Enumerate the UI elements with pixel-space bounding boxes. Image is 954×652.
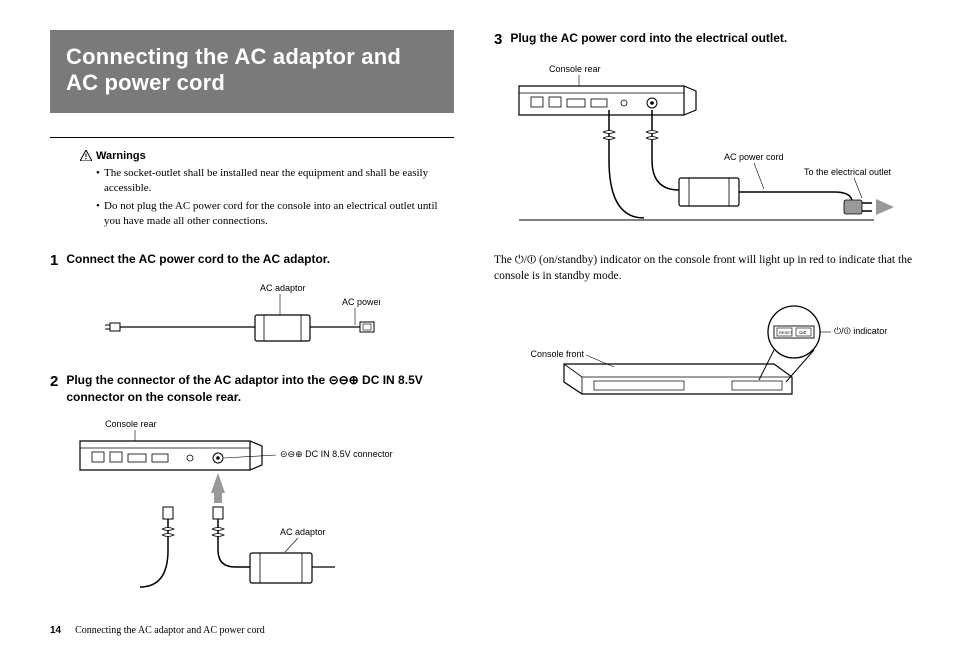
label-ac-adaptor: AC adaptor bbox=[260, 283, 306, 293]
page-number: 14 bbox=[50, 625, 61, 636]
warning-icon bbox=[80, 150, 92, 161]
step-2: 2 Plug the connector of the AC adaptor i… bbox=[50, 372, 454, 607]
warnings-heading: Warnings bbox=[80, 150, 454, 162]
step-number: 3 bbox=[494, 30, 502, 50]
divider bbox=[50, 137, 454, 138]
section-title-block: Connecting the AC adaptor and AC power c… bbox=[50, 30, 454, 113]
label-ac-power-cord: AC power cord bbox=[724, 152, 784, 162]
label-console-rear: Console rear bbox=[549, 64, 601, 74]
console-rear-icon bbox=[519, 86, 696, 115]
arrow-up-icon bbox=[211, 473, 225, 503]
arrow-right-icon bbox=[876, 199, 894, 215]
warnings-list: The socket-outlet shall be installed nea… bbox=[96, 166, 454, 233]
step-number: 1 bbox=[50, 251, 58, 271]
label-ac-power-cord: AC power cord bbox=[342, 297, 380, 307]
step-1: 1 Connect the AC power cord to the AC ad… bbox=[50, 251, 454, 354]
running-title: Connecting the AC adaptor and AC power c… bbox=[75, 625, 265, 636]
label-console-front: Console front bbox=[530, 349, 584, 359]
label-console-rear: Console rear bbox=[105, 419, 157, 429]
step-title: Plug the AC power cord into the electric… bbox=[510, 30, 914, 46]
diagram-step-3: Console rear bbox=[494, 60, 914, 238]
svg-text:RESET: RESET bbox=[779, 330, 793, 335]
step-heading: 1 Connect the AC power cord to the AC ad… bbox=[50, 251, 454, 271]
left-column: Connecting the AC adaptor and AC power c… bbox=[50, 30, 454, 632]
section-title: Connecting the AC adaptor and AC power c… bbox=[66, 44, 438, 97]
warning-item: The socket-outlet shall be installed nea… bbox=[96, 166, 444, 196]
body-paragraph: The ⏻/⏼ (on/standby) indicator on the co… bbox=[494, 252, 914, 284]
diagram-step-1: AC adaptor AC power cord bbox=[50, 281, 454, 354]
plug-icon bbox=[844, 200, 872, 214]
svg-text:⏻/⏼: ⏻/⏼ bbox=[799, 330, 807, 335]
console-rear-icon bbox=[80, 441, 262, 470]
label-dc-in: ⊝⊖⊕ DC IN 8.5V connector bbox=[280, 449, 393, 459]
step-3: 3 Plug the AC power cord into the electr… bbox=[494, 30, 914, 238]
console-front-icon bbox=[564, 364, 792, 394]
label-to-outlet: To the electrical outlet bbox=[804, 167, 892, 177]
step-title: Connect the AC power cord to the AC adap… bbox=[66, 251, 454, 267]
step-number: 2 bbox=[50, 372, 58, 392]
diagram-console-front: RESET ⏻/⏼ ⏻/⏼ indicator Console front bbox=[494, 302, 914, 415]
label-indicator: ⏻/⏼ indicator bbox=[834, 326, 887, 336]
step-title: Plug the connector of the AC adaptor int… bbox=[66, 372, 454, 404]
step-heading: 2 Plug the connector of the AC adaptor i… bbox=[50, 372, 454, 404]
step-heading: 3 Plug the AC power cord into the electr… bbox=[494, 30, 914, 50]
diagram-step-2: Console rear ⊝⊖ bbox=[50, 415, 454, 608]
right-column: 3 Plug the AC power cord into the electr… bbox=[494, 30, 914, 632]
warning-item: Do not plug the AC power cord for the co… bbox=[96, 199, 444, 229]
warnings-label: Warnings bbox=[96, 150, 146, 162]
label-ac-adaptor: AC adaptor bbox=[280, 527, 326, 537]
page-footer: 14 Connecting the AC adaptor and AC powe… bbox=[50, 625, 265, 636]
